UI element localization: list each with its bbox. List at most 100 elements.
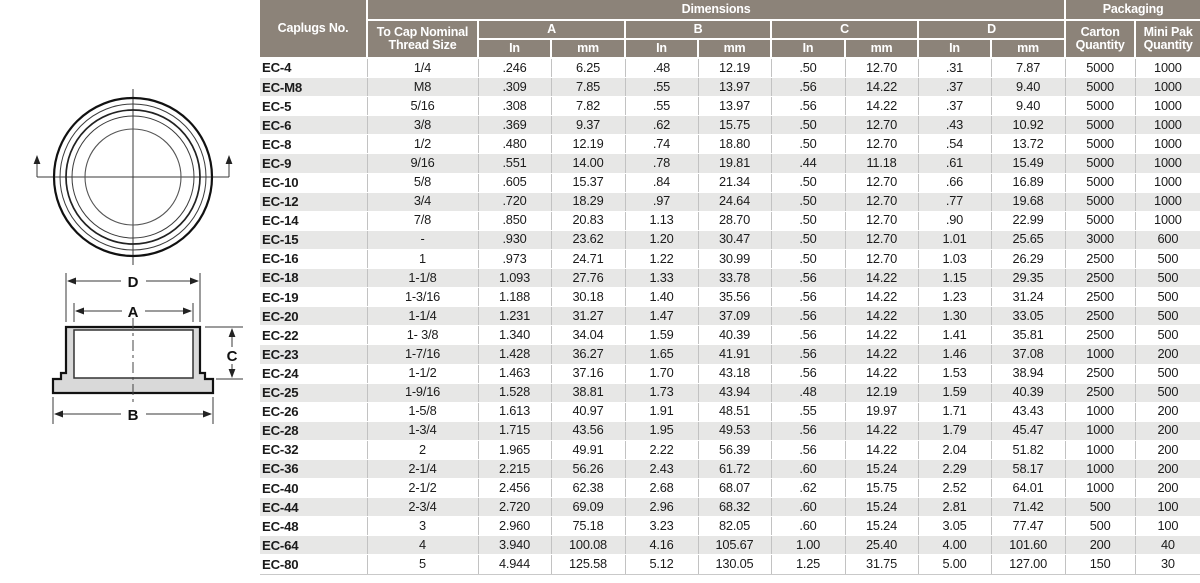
value-cell: 14.00 (551, 153, 626, 174)
caplugs-no-cell: EC-12 (260, 192, 368, 212)
value-cell: 7.87 (991, 58, 1066, 79)
dimensions-table: Caplugs No. Dimensions Packaging To Cap … (260, 0, 1200, 575)
value-cell: .50 (771, 211, 846, 231)
caplugs-no-cell: EC-28 (260, 421, 368, 441)
value-cell: 200 (1135, 421, 1200, 441)
caplugs-no-cell: EC-40 (260, 478, 368, 499)
value-cell: 500 (1135, 364, 1200, 384)
value-cell: 12.70 (845, 115, 919, 136)
caplugs-no-cell: EC-18 (260, 268, 368, 289)
value-cell: 1.95 (625, 421, 699, 441)
value-cell: 5000 (1065, 115, 1136, 136)
value-cell: 1.33 (625, 268, 699, 289)
value-cell: .43 (918, 115, 992, 136)
table-row: EC-48 3 2.960 75.18 3.23 82.05.60 15.24 3.05 77.… (260, 516, 1200, 537)
value-cell: 1-7/16 (367, 344, 479, 365)
value-cell: .44 (771, 153, 846, 174)
value-cell: 12.19 (845, 383, 919, 403)
value-cell: 1.528 (478, 383, 552, 403)
value-cell: 16.89 (991, 173, 1066, 193)
value-cell: 30.47 (698, 230, 772, 250)
dim-d: D (65, 273, 201, 322)
value-cell: 43.94 (698, 383, 772, 403)
value-cell: 38.94 (991, 364, 1066, 384)
table-row: EC-22 1- 3/8 1.340 34.04 1.59 40.39.56 14.22 1.… (260, 325, 1200, 346)
dim-a: A (73, 303, 194, 322)
table-row: EC-14 7/8.850 20.83 1.13 28.70.50 12.70.90 22.… (260, 211, 1200, 231)
table-row: EC-40 2-1/2 2.456 62.38 2.68 68.07.62 15.75 2.5… (260, 478, 1200, 499)
value-cell: 12.70 (845, 134, 919, 155)
value-cell: 25.65 (991, 230, 1066, 250)
value-cell: 5.12 (625, 554, 699, 575)
value-cell: 600 (1135, 230, 1200, 250)
value-cell: .48 (771, 383, 846, 403)
dim-label-c: C (227, 348, 238, 365)
header-caplugs-no: Caplugs No. (260, 0, 368, 59)
header-packaging: Packaging (1064, 0, 1200, 21)
value-cell: 1000 (1065, 459, 1136, 480)
value-cell: 45.47 (991, 421, 1066, 441)
value-cell: 25.40 (845, 535, 919, 556)
value-cell: 29.35 (991, 268, 1066, 289)
value-cell: 5000 (1065, 211, 1136, 231)
value-cell: .31 (918, 58, 992, 79)
value-cell: 4.16 (625, 535, 699, 556)
table-row: EC-5 5/16.308 7.82.55 13.97.56 14.22.37 9.40 5… (260, 96, 1200, 117)
value-cell: 13.72 (991, 134, 1066, 155)
value-cell: 18.29 (551, 192, 626, 212)
value-cell: .551 (478, 153, 552, 174)
value-cell: 4.944 (478, 554, 552, 575)
table-row: EC-26 1-5/8 1.613 40.97 1.91 48.51.55 19.97 1.7… (260, 402, 1200, 422)
value-cell: 2-1/2 (367, 478, 479, 499)
dim-label-b: B (128, 407, 139, 424)
header-dim-d: D (916, 19, 1067, 40)
value-cell: 14.22 (845, 96, 919, 117)
value-cell: 15.24 (845, 516, 919, 537)
value-cell: 23.62 (551, 230, 626, 250)
value-cell: 1/2 (367, 134, 479, 155)
header-mm: mm (844, 38, 919, 59)
table-row: EC-64 4 3.940 100.08 4.16 105.67 1.00 25.40 4.00… (260, 535, 1200, 556)
value-cell: 7.82 (551, 96, 626, 117)
header-in: In (624, 38, 699, 59)
value-cell: .97 (625, 192, 699, 212)
table-row: EC-80 5 4.944 125.58 5.12 130.05 1.25 31.75 5.00… (260, 554, 1200, 575)
value-cell: 31.24 (991, 287, 1066, 308)
value-cell: 1000 (1065, 402, 1136, 422)
value-cell: 125.58 (551, 554, 626, 575)
value-cell: 22.99 (991, 211, 1066, 231)
table-row: EC-32 2 1.965 49.91 2.22 56.39.56 14.22 2.04 51.… (260, 440, 1200, 460)
value-cell: 500 (1135, 306, 1200, 327)
value-cell: 37.16 (551, 364, 626, 384)
value-cell: 500 (1135, 249, 1200, 270)
value-cell: 2.215 (478, 459, 552, 480)
value-cell: 100.08 (551, 535, 626, 556)
value-cell: 1.46 (918, 344, 992, 365)
value-cell: .50 (771, 58, 846, 79)
value-cell: 30.18 (551, 287, 626, 308)
value-cell: 6.25 (551, 58, 626, 79)
value-cell: 19.81 (698, 153, 772, 174)
value-cell: 56.39 (698, 440, 772, 460)
value-cell: 1.23 (918, 287, 992, 308)
value-cell: .56 (771, 421, 846, 441)
value-cell: 43.18 (698, 364, 772, 384)
value-cell: 200 (1135, 459, 1200, 480)
value-cell: 19.97 (845, 402, 919, 422)
value-cell: 1/4 (367, 58, 479, 79)
value-cell: 2500 (1065, 287, 1136, 308)
caplugs-no-cell: EC-19 (260, 287, 368, 308)
value-cell: 1000 (1065, 344, 1136, 365)
caplugs-no-cell: EC-15 (260, 230, 368, 250)
table-row: EC-M8 M8.309 7.85.55 13.97.56 14.22.37 9.40 50… (260, 77, 1200, 98)
value-cell: 31.27 (551, 306, 626, 327)
caplugs-no-cell: EC-48 (260, 516, 368, 537)
table-row: EC-9 9/16.551 14.00.78 19.81.44 11.18.61 15.4… (260, 153, 1200, 174)
caplugs-no-cell: EC-22 (260, 325, 368, 346)
value-cell: 1000 (1135, 153, 1200, 174)
table-row: EC-44 2-3/4 2.720 69.09 2.96 68.32.60 15.24 2.8… (260, 497, 1200, 518)
caplugs-no-cell: EC-36 (260, 459, 368, 480)
value-cell: 41.91 (698, 344, 772, 365)
value-cell: 2.960 (478, 516, 552, 537)
value-cell: 3/8 (367, 115, 479, 136)
